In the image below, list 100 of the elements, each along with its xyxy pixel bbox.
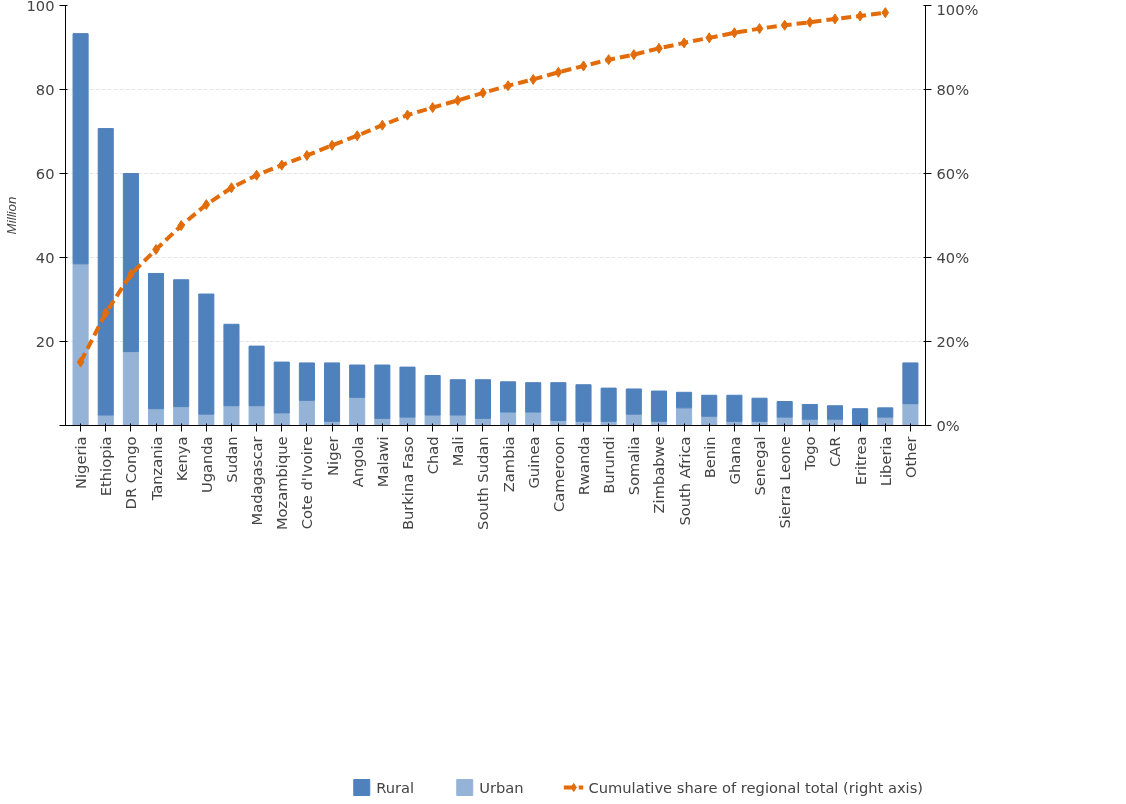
y-tick-label: 20 <box>35 332 55 350</box>
bar <box>97 128 114 416</box>
x-tick-label: Rwanda <box>575 436 593 496</box>
bar <box>525 382 542 413</box>
point <box>453 94 462 106</box>
bar <box>72 263 89 426</box>
x-tick-label: Uganda <box>197 436 215 494</box>
y2-tick-label: 40% <box>936 249 970 266</box>
x-tick-label: Niger <box>323 435 341 476</box>
x-tick-label: Kenya <box>172 436 190 482</box>
x-tick-label: Togo <box>801 436 819 472</box>
bar <box>877 407 894 418</box>
x-tick-label: South Sudan <box>474 436 492 530</box>
x-tick-label: Malawi <box>373 436 391 488</box>
bar <box>248 405 265 426</box>
bar <box>449 379 466 416</box>
bar <box>575 384 592 422</box>
point <box>579 60 588 72</box>
y-tick-label: 80 <box>35 80 55 98</box>
y2-tick-label: 0% <box>936 417 960 434</box>
bar <box>902 362 919 405</box>
bar <box>852 408 869 426</box>
point <box>428 102 437 114</box>
bar <box>424 375 441 416</box>
bar <box>147 272 165 410</box>
bar <box>600 387 617 422</box>
y-tick-label: 40 <box>35 248 55 266</box>
point <box>378 119 387 131</box>
legend-label: Cumulative share of regional total (right axis) <box>588 778 923 796</box>
point <box>730 27 739 39</box>
x-tick-label: Ghana <box>725 436 743 485</box>
y2-tick-label: 100% <box>936 0 979 18</box>
x-tick-label: Cote d'Ivoire <box>298 436 316 530</box>
y-tick-label: 100 <box>26 0 55 14</box>
x-tick-label: CAR <box>826 436 844 467</box>
bar <box>625 388 642 415</box>
bar <box>298 362 315 401</box>
bar <box>223 405 240 426</box>
x-tick-label: Liberia <box>876 436 894 487</box>
x-tick-label: Ethiopia <box>97 436 115 497</box>
bar <box>650 390 667 422</box>
bar <box>147 408 165 426</box>
bar <box>801 404 818 420</box>
bar <box>298 399 315 426</box>
point <box>76 356 85 368</box>
bar <box>374 364 391 419</box>
bar <box>500 381 517 413</box>
bar <box>550 382 567 421</box>
x-tick-label: Tanzania <box>147 436 165 502</box>
point <box>101 307 110 319</box>
bar <box>173 279 190 408</box>
point <box>554 66 563 78</box>
point <box>805 16 814 28</box>
bar <box>349 396 366 426</box>
x-tick-label: Somalia <box>625 436 643 496</box>
x-tick-label: DR Congo <box>122 436 140 510</box>
x-tick-label: Mozambique <box>273 436 291 531</box>
x-tick-label: Sierra Leone <box>776 436 794 529</box>
x-tick-label: Nigeria <box>72 436 90 489</box>
x-tick-label: Angola <box>348 436 366 488</box>
x-tick-label: Sudan <box>222 436 240 483</box>
y2-tick-label: 60% <box>936 165 970 182</box>
x-tick-label: Zimbabwe <box>650 436 668 514</box>
point <box>277 159 286 171</box>
bar <box>173 406 190 426</box>
legend-label: Urban <box>479 778 524 796</box>
point <box>177 220 186 232</box>
x-tick-label: Mali <box>449 436 467 467</box>
point <box>755 23 764 35</box>
x-tick-label: Senegal <box>751 436 769 496</box>
point <box>529 73 538 85</box>
point <box>881 7 890 19</box>
bar <box>248 345 265 407</box>
legend-label: Rural <box>376 778 415 796</box>
x-tick-label: Zambia <box>499 436 517 493</box>
point <box>227 182 236 194</box>
bar <box>399 366 416 418</box>
y2-tick-label: 20% <box>936 333 970 350</box>
bar <box>122 173 139 353</box>
bar <box>223 323 240 407</box>
bar <box>902 403 919 426</box>
bar <box>349 364 366 398</box>
bar <box>726 394 743 422</box>
y-tick-label: 60 <box>35 164 55 182</box>
bar <box>198 293 215 415</box>
bar <box>751 397 768 422</box>
x-tick-label: Madagascar <box>248 435 266 526</box>
point <box>604 54 613 66</box>
bar <box>701 394 718 417</box>
bar <box>676 391 693 409</box>
bar <box>324 362 341 422</box>
x-tick-label: Guinea <box>524 436 542 489</box>
x-tick-label: Benin <box>700 436 718 479</box>
y-axis-title: Million <box>3 196 19 235</box>
x-tick-label: Burkina Faso <box>398 436 416 531</box>
bar <box>72 33 89 265</box>
x-tick-label: South Africa <box>675 436 693 526</box>
x-tick-label: Chad <box>424 436 442 475</box>
bar <box>122 351 139 426</box>
x-tick-label: Eritrea <box>851 436 869 486</box>
